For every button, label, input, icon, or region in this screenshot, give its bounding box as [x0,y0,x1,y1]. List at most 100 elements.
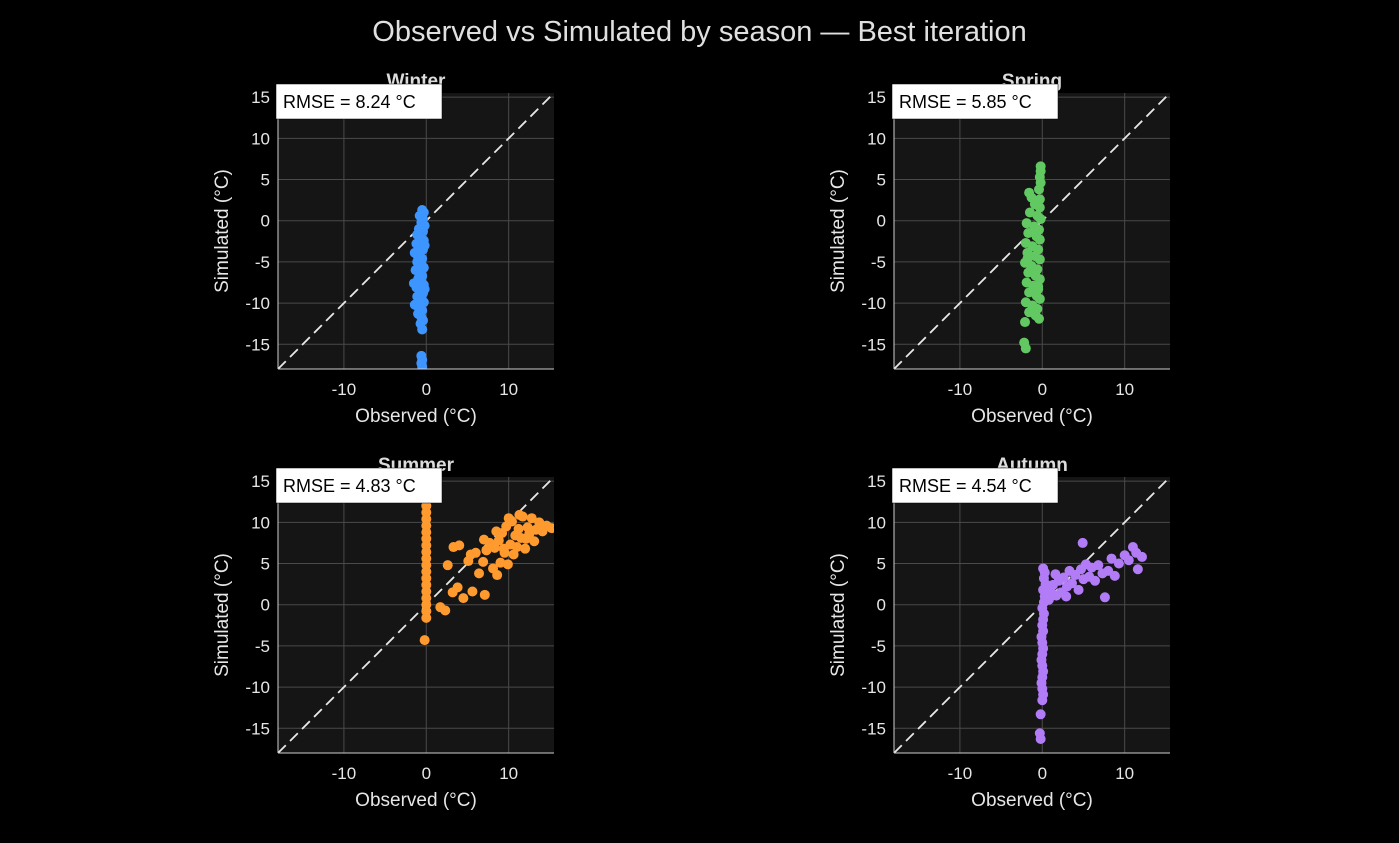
y-axis-label: Simulated (°C) [828,169,849,293]
data-point [1035,214,1046,225]
x-tick-label: 10 [499,380,518,399]
data-point [419,240,430,251]
y-tick-label: -10 [861,678,886,697]
rmse-annotation: RMSE = 8.24 °C [275,83,443,120]
data-point [413,251,424,262]
y-tick-label: -5 [871,637,886,656]
y-tick-label: 0 [261,212,270,231]
identity-line [894,477,1170,753]
data-point [511,542,522,553]
data-point [452,582,463,593]
data-point [1020,343,1031,354]
data-point [408,278,419,289]
data-point [1106,553,1117,564]
data-point [502,559,513,570]
x-tick-label: -10 [332,380,357,399]
data-point [513,523,524,534]
data-point [467,586,478,597]
x-axis-label: Observed (°C) [355,790,477,811]
panel-spring: -10 0 10 -15 -10 -5 0 5 10 15 Observed (°C) Simulat… [828,71,1170,427]
svg-text:RMSE = 4.83 °C: RMSE = 4.83 °C [283,476,416,496]
data-point [1034,234,1045,245]
y-tick-label: 10 [867,129,886,148]
data-point [498,543,509,554]
y-tick-label: -10 [861,294,886,313]
data-point [414,296,425,307]
points-spring [1019,161,1046,354]
y-tick-label: 15 [867,472,886,491]
y-tick-label: -5 [255,637,270,656]
data-point [1034,202,1045,213]
rmse-annotation: RMSE = 4.54 °C [891,467,1059,504]
data-point [1099,592,1110,603]
data-point [1113,558,1124,569]
y-tick-label: 0 [877,212,886,231]
data-point [1061,591,1072,602]
panel-autumn: -10 0 10 -15 -10 -5 0 5 10 15 Observed (°C) Simulat… [828,455,1170,811]
x-tick-label: -10 [332,764,357,783]
data-point [1058,572,1069,583]
y-tick-label: 15 [251,472,270,491]
svg-text:RMSE = 8.24 °C: RMSE = 8.24 °C [283,92,416,112]
y-tick-label: 5 [261,555,270,574]
points-summer [419,500,554,646]
data-point [478,534,489,545]
data-point [1035,709,1046,720]
data-point [492,570,503,581]
y-tick-label: -10 [245,294,270,313]
data-point [1022,253,1033,264]
x-tick-label: 10 [1115,380,1134,399]
y-axis-label: Simulated (°C) [212,169,233,293]
y-tick-label: 5 [877,555,886,574]
y-tick-label: -15 [245,335,270,354]
y-tick-label: 5 [261,171,270,190]
x-tick-label: 0 [422,764,431,783]
y-tick-label: -10 [245,678,270,697]
data-point [1033,281,1044,292]
y-tick-label: 10 [867,513,886,532]
data-point [529,536,540,547]
data-point [1123,555,1134,566]
y-axis-label: Simulated (°C) [828,553,849,677]
y-tick-label: -15 [861,719,886,738]
x-tick-label: -10 [948,764,973,783]
x-tick-label: 0 [1038,764,1047,783]
data-point [1043,594,1054,605]
data-point [1034,254,1045,265]
data-point [470,547,481,558]
y-tick-label: 15 [251,88,270,107]
data-point [417,361,428,369]
x-tick-label: 0 [422,380,431,399]
y-tick-label: 15 [867,88,886,107]
data-point [1077,537,1088,548]
data-point [1035,733,1046,744]
data-point [417,324,428,335]
data-point [1090,575,1101,586]
data-point [526,513,537,524]
data-point [1034,184,1045,195]
data-point [503,513,514,524]
data-point [478,556,489,567]
data-point [1132,564,1143,575]
data-point [419,635,430,646]
data-point [1025,265,1036,276]
svg-text:RMSE = 5.85 °C: RMSE = 5.85 °C [899,92,1032,112]
points-autumn [1034,537,1147,744]
y-axis-label: Simulated (°C) [212,553,233,677]
data-point [1109,570,1120,581]
y-tick-label: -15 [245,719,270,738]
points-winter [408,204,430,369]
data-point [440,605,451,616]
panel-winter: -10 0 10 -15 -10 -5 0 5 10 15 Observed (°C) Simulat… [212,71,554,427]
x-tick-label: 10 [499,764,518,783]
panel-summer: -10 0 10 -15 -10 -5 0 5 10 15 Observed (°C) Simulat… [212,455,554,811]
data-point [489,542,500,553]
y-tick-label: -15 [861,335,886,354]
data-point [1034,313,1045,324]
data-point [458,593,469,604]
data-point [419,284,430,295]
data-point [421,612,432,623]
data-point [1037,695,1048,706]
x-tick-label: -10 [948,380,973,399]
figure-title: Observed vs Simulated by season — Best i… [372,16,1027,48]
